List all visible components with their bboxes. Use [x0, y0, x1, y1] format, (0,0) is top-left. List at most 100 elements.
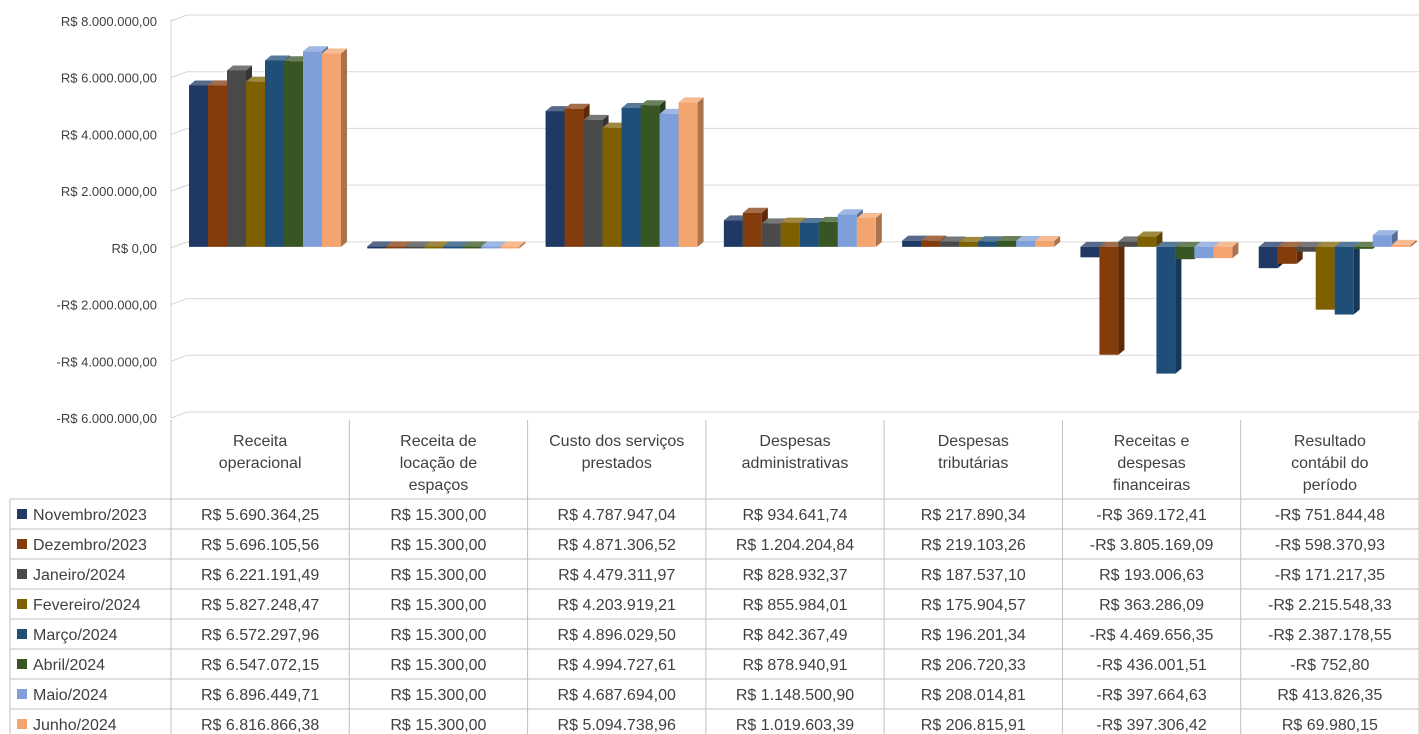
bar-side — [1175, 241, 1182, 374]
bar-front — [1277, 246, 1297, 264]
y-tick-label: -R$ 2.000.000,00 — [57, 298, 157, 313]
bar-top — [500, 241, 526, 247]
bar-side — [875, 212, 882, 247]
bar-front — [322, 53, 341, 247]
legend-swatch — [17, 539, 27, 549]
bar-front — [1258, 246, 1278, 269]
bar-front — [246, 81, 265, 247]
legend-swatch — [17, 659, 27, 669]
bar-front — [284, 61, 303, 247]
bar-top — [856, 212, 882, 218]
table-cell: R$ 4.994.727,61 — [558, 657, 676, 674]
bars — [189, 46, 1417, 374]
table-cell: -R$ 4.469.656,35 — [1090, 627, 1214, 644]
table-cell: -R$ 397.664,63 — [1096, 687, 1206, 704]
bar-front — [367, 246, 387, 249]
gridline-diagonal — [170, 354, 188, 362]
bar-side — [1353, 241, 1360, 315]
series-name: Março/2024 — [33, 627, 118, 644]
y-tick-label: R$ 8.000.000,00 — [61, 14, 157, 29]
bar-front — [723, 220, 743, 247]
y-tick-label: R$ 2.000.000,00 — [61, 184, 157, 199]
bar-top — [678, 97, 704, 103]
bar-top — [1016, 235, 1042, 241]
bar-top — [659, 108, 685, 114]
bar — [856, 212, 882, 247]
bar-front — [959, 241, 979, 247]
bar — [678, 97, 704, 247]
bar-side — [1054, 235, 1061, 247]
category-label: despesas — [1117, 455, 1186, 472]
bar-front — [799, 222, 819, 247]
table-cell: R$ 217.890,34 — [921, 507, 1026, 524]
bar-front — [208, 85, 227, 247]
series-name: Maio/2024 — [33, 687, 108, 704]
series-name: Junho/2024 — [33, 717, 117, 734]
bar-front — [1391, 244, 1411, 247]
bar-front — [921, 240, 941, 247]
bar-top — [978, 236, 1004, 242]
bar-top — [1391, 239, 1417, 245]
bar-top — [997, 235, 1023, 241]
bar-top — [189, 80, 214, 86]
table-cell: R$ 4.687.694,00 — [558, 687, 676, 704]
bar-front — [1334, 246, 1354, 315]
gridline-diagonal — [170, 241, 188, 249]
table-cell: R$ 15.300,00 — [390, 687, 486, 704]
table-cell: -R$ 436.001,51 — [1096, 657, 1206, 674]
table-cell: R$ 15.300,00 — [390, 717, 486, 734]
table-cell: R$ 5.827.248,47 — [201, 597, 319, 614]
table-cell: R$ 208.014,81 — [921, 687, 1026, 704]
bar-front — [940, 241, 960, 247]
bar-front — [1080, 246, 1100, 258]
bar-top — [1156, 241, 1182, 247]
bar-top — [545, 106, 571, 112]
gridline-diagonal — [170, 411, 188, 419]
bar-top — [246, 76, 271, 82]
bar-front — [265, 60, 284, 247]
bar-top — [902, 235, 928, 241]
bar-front — [761, 223, 781, 247]
table-cell: -R$ 2.215.548,33 — [1268, 597, 1392, 614]
table-cell: -R$ 2.387.178,55 — [1268, 627, 1392, 644]
bar-front — [1156, 246, 1176, 374]
bar-side — [1118, 241, 1125, 355]
bar — [500, 241, 526, 249]
bar-top — [1296, 241, 1322, 247]
bar-top — [742, 207, 768, 213]
bar-top — [761, 218, 787, 224]
bar-front — [659, 113, 679, 247]
bar — [1334, 241, 1360, 315]
bar-front — [1194, 246, 1214, 259]
series-name: Fevereiro/2024 — [33, 597, 141, 614]
bar-top — [386, 241, 412, 247]
bar-front — [189, 85, 208, 247]
category-label: Receita — [233, 433, 287, 450]
bar-front — [443, 246, 463, 249]
bar — [1372, 230, 1398, 247]
gridlines — [170, 14, 1419, 419]
bar-side — [1410, 239, 1417, 247]
table-cell: R$ 206.720,33 — [921, 657, 1026, 674]
bar-front — [500, 246, 520, 249]
bar-front — [462, 246, 482, 249]
bar-top — [837, 209, 863, 215]
bar-front — [1213, 246, 1233, 259]
series-name: Dezembro/2023 — [33, 537, 147, 554]
bar-front — [545, 111, 565, 247]
table-cell: R$ 842.367,49 — [743, 627, 848, 644]
table-cell: -R$ 171.217,35 — [1275, 567, 1385, 584]
bar-side — [519, 241, 526, 249]
bar — [1099, 241, 1125, 355]
bar-top — [1137, 231, 1163, 237]
table-cell: -R$ 751.844,48 — [1275, 507, 1385, 524]
table-cell: R$ 4.896.029,50 — [558, 627, 676, 644]
bar-top — [227, 65, 252, 71]
bar-top — [940, 236, 966, 242]
bar-front — [818, 221, 838, 247]
bar-front — [1315, 246, 1335, 310]
legend-swatch — [17, 719, 27, 729]
table-cell: R$ 6.572.297,96 — [201, 627, 319, 644]
table-cell: R$ 15.300,00 — [390, 507, 486, 524]
table-cell: R$ 4.203.919,21 — [558, 597, 676, 614]
